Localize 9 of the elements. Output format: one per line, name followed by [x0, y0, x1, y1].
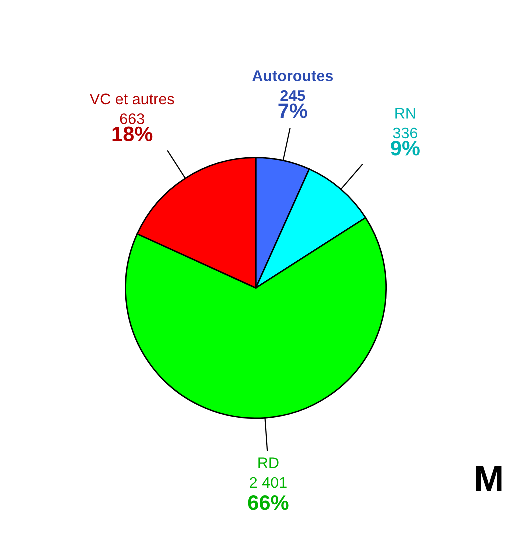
- text: M: [476, 466, 502, 492]
- data-label: 2 401 66%: [248, 477, 289, 510]
- slice-label: Autoroutes: [252, 70, 334, 82]
- slice-label: RN: [396, 108, 416, 119]
- slice-label: VC et autres: [90, 94, 174, 105]
- data-label: 245 7%: [278, 90, 308, 118]
- data-label: 663 18%: [112, 114, 153, 142]
- slice-label: RD: [258, 458, 279, 468]
- data-label: 336 9%: [391, 128, 420, 156]
